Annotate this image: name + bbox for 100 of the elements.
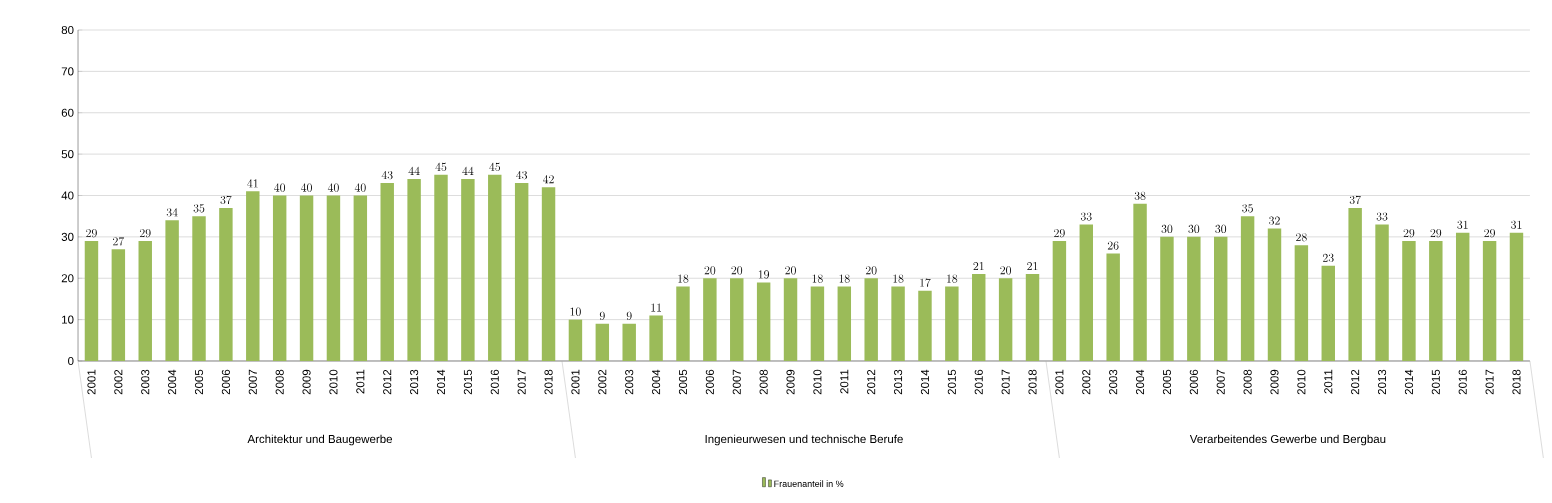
bar (1079, 224, 1094, 361)
bar (353, 195, 368, 361)
data-label: 43 (516, 170, 528, 180)
bar (891, 286, 905, 361)
bar (84, 241, 99, 361)
bar (1240, 216, 1255, 361)
data-label: 19 (758, 270, 770, 279)
x-tick-label: 2004 (168, 369, 177, 395)
y-tick-label: 10 (62, 315, 74, 324)
data-label: 45 (435, 162, 447, 172)
bar (488, 174, 502, 361)
x-tick-label: 2013 (1377, 369, 1387, 395)
bar (1160, 236, 1174, 361)
bar (1187, 236, 1201, 361)
data-label: 21 (1027, 262, 1038, 271)
data-label: 18 (893, 274, 904, 283)
x-tick-label: 2002 (1082, 369, 1091, 395)
bar (165, 220, 179, 361)
x-tick-label: 2002 (114, 369, 123, 395)
x-tick-label: 2008 (1243, 369, 1252, 395)
y-tick-label: 30 (61, 232, 74, 241)
bar (1025, 274, 1040, 361)
bar (407, 178, 421, 361)
x-tick-label: 2014 (1404, 369, 1413, 395)
x-tick-label: 2007 (732, 369, 741, 395)
data-label: 30 (1161, 224, 1173, 234)
text: Ingenieurwesen und technische Berufe (705, 434, 903, 446)
x-tick-label: 2015 (463, 369, 472, 395)
data-label: 30 (1215, 224, 1227, 234)
bar (111, 249, 126, 361)
data-label: 42 (543, 175, 554, 184)
data-label: 29 (1430, 228, 1442, 238)
data-label: 37 (220, 195, 232, 205)
data-label: 11 (651, 303, 662, 312)
data-label: 9 (599, 311, 605, 320)
data-label: 29 (1403, 228, 1415, 238)
data-label: 43 (381, 170, 393, 180)
x-tick-label: 2006 (1189, 369, 1198, 395)
x-tick-label: 2006 (221, 369, 230, 395)
x-tick-label: 2008 (275, 369, 284, 395)
x-tick-label: 2005 (194, 369, 204, 395)
x-tick-label: 2017 (1485, 369, 1494, 395)
bar (756, 282, 771, 361)
data-label: 35 (193, 204, 205, 213)
x-tick-label: 2014 (920, 369, 930, 395)
bar (1348, 207, 1362, 361)
bar (541, 187, 556, 361)
bar (622, 323, 636, 361)
text: Verarbeitendes Gewerbe und Bergbau (1189, 434, 1386, 446)
data-label: 45 (489, 162, 501, 172)
data-label: 44 (462, 166, 474, 175)
bar (1509, 232, 1524, 361)
x-tick-label: 2018 (544, 369, 553, 395)
bar (1267, 228, 1282, 361)
bar (461, 178, 475, 361)
bar (703, 278, 717, 361)
bar (649, 315, 663, 361)
data-label: 20 (785, 266, 796, 275)
x-tick-label: 2010 (329, 369, 338, 395)
x-tick-label: 2003 (1109, 369, 1118, 395)
bar (246, 191, 260, 361)
x-tick-label: 2001 (1055, 369, 1064, 395)
x-tick-label: 2007 (248, 369, 257, 395)
data-label: 29 (86, 228, 97, 238)
y-tick-label: 70 (61, 67, 74, 76)
bar (837, 286, 852, 361)
data-label: 27 (113, 237, 125, 246)
x-tick-label: 2008 (759, 369, 768, 395)
x-tick-label: 2018 (1512, 369, 1521, 395)
x-tick-label: 2001 (87, 369, 96, 395)
data-label: 20 (865, 266, 877, 275)
bar (326, 195, 341, 361)
data-label: 9 (626, 311, 632, 320)
x-tick-label: 2002 (598, 369, 607, 395)
x-tick-label: 2016 (490, 369, 499, 395)
x-tick-label: 2001 (571, 369, 580, 395)
bar (272, 195, 287, 361)
data-label: 20 (1000, 266, 1011, 275)
x-tick-label: 2016 (1458, 369, 1467, 395)
bar (1052, 241, 1067, 361)
data-label: 21 (973, 262, 984, 271)
bar (676, 286, 690, 361)
x-tick-label: 2004 (652, 369, 661, 395)
bar (783, 278, 798, 361)
x-tick-label: 2018 (1028, 369, 1037, 395)
y-tick-label: 50 (61, 150, 74, 159)
x-tick-label: 2007 (1216, 369, 1225, 395)
bar (1429, 241, 1443, 361)
x-tick-label: 2011 (840, 369, 849, 394)
x-tick-label: 2011 (1324, 369, 1333, 394)
bar (1402, 241, 1416, 361)
data-label: 44 (408, 166, 420, 175)
data-label: 28 (1296, 233, 1307, 242)
x-tick-label: 2005 (678, 369, 688, 395)
data-label: 17 (920, 278, 931, 287)
bar (1133, 203, 1147, 361)
x-tick-label: 2014 (436, 369, 446, 395)
bar (1214, 236, 1228, 361)
bar (1455, 232, 1470, 361)
data-label: 31 (1457, 220, 1468, 229)
